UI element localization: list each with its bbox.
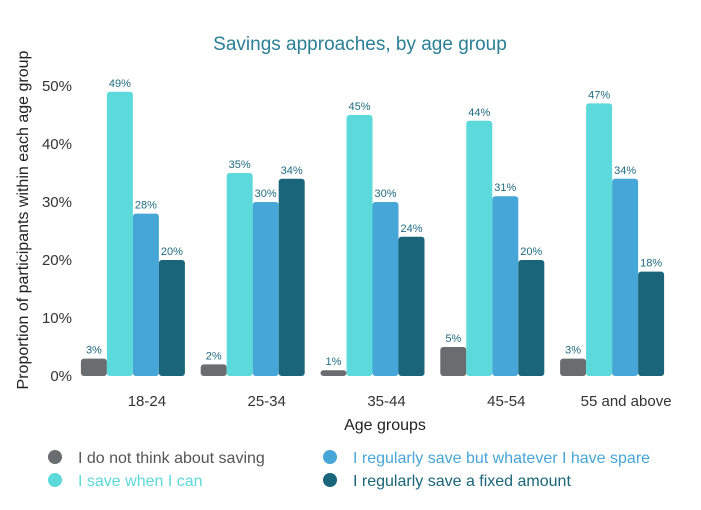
bar-2-3 (492, 196, 519, 376)
bar-3-3 (518, 260, 545, 376)
x-tick-label: 45-54 (487, 393, 525, 410)
bar-value-label: 45% (348, 101, 370, 113)
bar-3-2 (398, 236, 425, 376)
bar-1-2 (346, 115, 373, 376)
bar-value-label: 20% (520, 246, 542, 258)
bar-value-label: 30% (255, 188, 277, 200)
legend-swatch (48, 450, 62, 464)
bar-0-0 (80, 358, 107, 376)
legend-label: I regularly save a fixed amount (353, 473, 571, 490)
bar-value-label: 3% (565, 345, 581, 357)
bar-2-4 (612, 178, 639, 376)
bar-3-1 (278, 178, 305, 376)
bar-value-label: 49% (109, 78, 131, 90)
legend-label: I save when I can (78, 473, 203, 490)
y-tick-label: 20% (42, 252, 72, 269)
bar-value-label: 18% (640, 258, 662, 270)
x-tick-label: 18-24 (128, 393, 166, 410)
bar-0-4 (560, 358, 587, 376)
bar-value-label: 1% (326, 356, 342, 368)
y-tick-label: 50% (42, 78, 72, 95)
bar-0-3 (440, 347, 467, 376)
bar-value-label: 3% (86, 345, 102, 357)
bar-3-0 (158, 260, 185, 376)
bar-0-1 (200, 364, 227, 376)
y-tick-label: 40% (42, 136, 72, 153)
x-tick-label: 25-34 (248, 393, 286, 410)
x-tick-label: 55 and above (581, 393, 672, 410)
bar-value-label: 5% (445, 333, 461, 345)
bar-value-label: 34% (281, 165, 303, 177)
y-tick-labels: 0% 10% 20% 30% 40% 50% (42, 78, 72, 385)
bar-value-label: 31% (494, 182, 516, 194)
bar-2-1 (252, 202, 279, 376)
legend-swatch (323, 473, 337, 487)
legend-label: I regularly save but whatever I have spa… (353, 450, 650, 467)
y-axis-title: Proportion of participants within each a… (15, 50, 32, 389)
bar-value-label: 30% (374, 188, 396, 200)
y-tick-label: 10% (42, 310, 72, 327)
y-tick-label: 30% (42, 194, 72, 211)
bars (80, 91, 665, 377)
bar-2-0 (132, 213, 159, 376)
bar-0-2 (320, 370, 347, 376)
y-tick-label: 0% (50, 368, 72, 385)
legend-swatch (48, 473, 62, 487)
bar-value-label: 20% (161, 246, 183, 258)
bar-1-0 (106, 91, 133, 377)
bar-value-label: 24% (400, 223, 422, 235)
bar-1-4 (586, 103, 613, 377)
x-axis-title: Age groups (344, 417, 426, 434)
bar-value-label: 44% (468, 107, 490, 119)
bar-value-label: 2% (206, 350, 222, 362)
bar-3-4 (638, 271, 665, 376)
bar-1-1 (226, 173, 253, 376)
x-tick-labels: 18-24 25-34 35-44 45-54 55 and above (128, 393, 672, 410)
legend: I do not think about saving I save when I… (48, 450, 650, 490)
chart-title: Savings approaches, by age group (213, 34, 507, 55)
legend-swatch (323, 450, 337, 464)
bar-labels: 3% 49% 28% 20% 2% 35% 30% 34% 1% 45% 30% 24% 5% 44% 31… (86, 78, 662, 368)
bar-value-label: 35% (229, 159, 251, 171)
x-tick-label: 35-44 (367, 393, 405, 410)
bar-2-2 (372, 202, 399, 376)
bar-value-label: 28% (135, 200, 157, 212)
bar-value-label: 34% (614, 165, 636, 177)
legend-label: I do not think about saving (78, 450, 265, 467)
bar-value-label: 47% (588, 89, 610, 101)
bar-1-3 (466, 120, 493, 376)
